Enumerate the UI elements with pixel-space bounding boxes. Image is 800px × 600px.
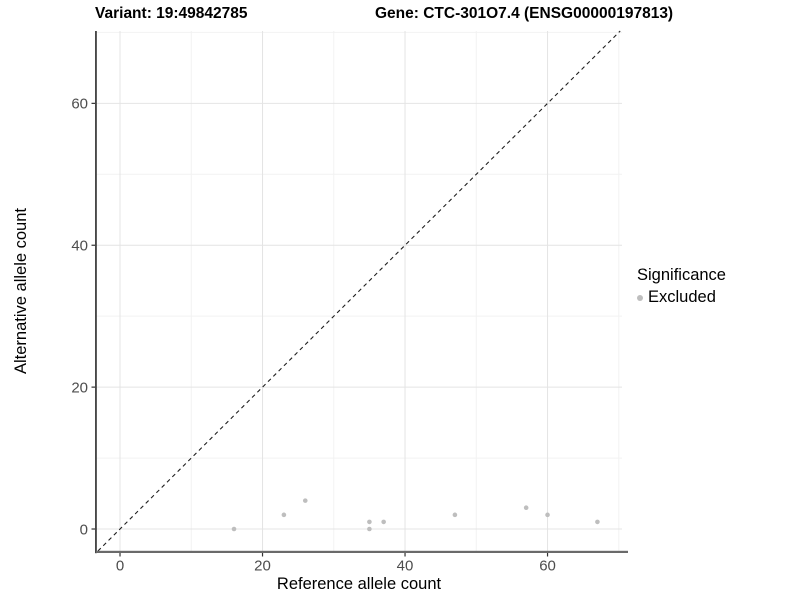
legend-title: Significance <box>637 266 726 284</box>
data-point <box>545 512 550 518</box>
data-point <box>452 512 458 518</box>
data-point <box>523 505 529 511</box>
data-point <box>281 512 287 518</box>
x-tick-label: 40 <box>397 558 414 575</box>
data-point <box>231 526 237 532</box>
y-tick-label: 20 <box>71 379 88 396</box>
identity-dashed-line <box>97 30 621 552</box>
y-tick-label: 60 <box>71 96 88 113</box>
legend: Significance Excluded <box>637 266 726 307</box>
variant-title: Variant: 19:49842785 <box>95 5 248 22</box>
gene-title: Gene: CTC-301O7.4 (ENSG00000197813) <box>375 5 674 22</box>
data-point <box>595 519 600 525</box>
y-tick-label: 40 <box>71 238 88 255</box>
y-axis-line <box>95 31 97 554</box>
x-tick-label: 0 <box>116 558 124 575</box>
data-point <box>381 519 386 525</box>
legend-entry: Excluded <box>637 288 726 307</box>
x-axis-line <box>96 550 628 553</box>
y-axis-title: Alternative allele count <box>12 208 30 375</box>
data-point <box>302 498 308 503</box>
excluded-point-icon <box>637 294 643 301</box>
legend-entry-label: Excluded <box>648 288 716 306</box>
x-tick-label: 20 <box>254 558 271 575</box>
data-point <box>367 519 372 525</box>
y-tick-label: 0 <box>80 521 88 538</box>
x-tick-label: 60 <box>539 558 556 575</box>
x-axis-title: Reference allele count <box>276 575 442 593</box>
data-point <box>367 526 372 532</box>
